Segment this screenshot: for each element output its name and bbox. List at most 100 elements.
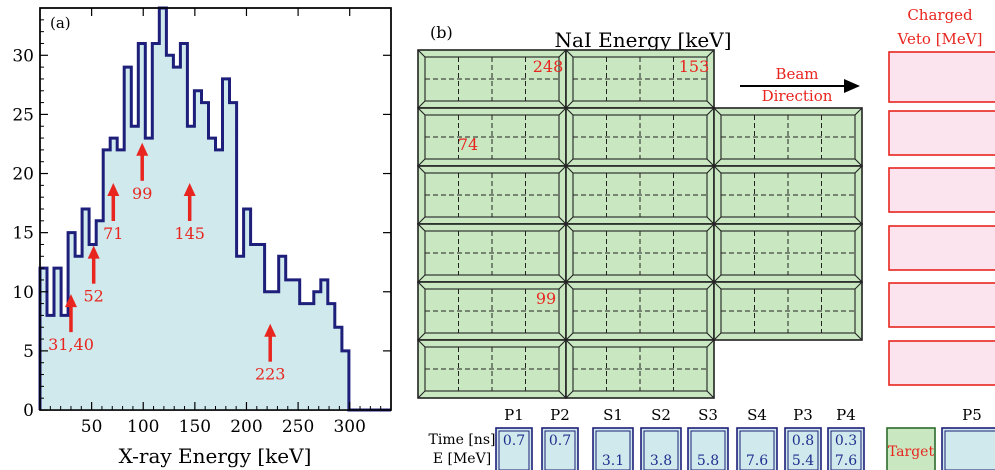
nai-crystal	[417, 165, 567, 225]
x-tick-label: 250	[282, 417, 314, 437]
y-tick-label: 5	[23, 342, 34, 362]
veto-paddle	[888, 225, 995, 271]
peak-label: 52	[84, 287, 104, 306]
detector-name: P5	[962, 406, 982, 424]
veto-paddle	[888, 340, 995, 386]
x-axis-ticks: 50 100 150 200 250 300	[49, 8, 382, 437]
nai-crystal	[417, 339, 567, 399]
detector-p2: P2 0.7	[541, 406, 579, 470]
x-tick-label: 150	[179, 417, 211, 437]
detector-box	[592, 427, 634, 470]
panel-a-label: (a)	[50, 14, 71, 32]
detector-box-inner	[690, 430, 726, 470]
detector-p1: P1 0.7	[495, 406, 533, 470]
detector-energy: 3.1	[602, 453, 624, 469]
detector-p4: P4 0.3 7.6	[827, 406, 865, 470]
detector-energy: 7.6	[746, 453, 768, 469]
detector-name: S1	[603, 406, 623, 424]
beam-arrow-icon	[844, 79, 860, 93]
detector-box	[784, 427, 822, 470]
nai-crystal	[713, 107, 863, 167]
detector-time: 0.3	[835, 433, 857, 449]
detector-energy: 5.4	[792, 453, 814, 469]
detector-s2: S2 3.8	[640, 406, 682, 470]
arrow-up-icon	[264, 323, 277, 337]
veto-paddle	[888, 167, 995, 213]
detector-box-inner	[544, 430, 576, 470]
detector-box-inner	[944, 430, 995, 470]
arrow-up-icon	[64, 294, 77, 308]
y-tick-label: 0	[23, 401, 34, 421]
peak-arrow: 223	[255, 323, 285, 384]
detector-energy: 3.8	[650, 453, 672, 469]
target-label: Target	[888, 444, 935, 460]
detector-box	[687, 427, 729, 470]
direction-label: Direction	[762, 87, 833, 105]
nai-crystal	[713, 281, 863, 341]
x-axis-label: X-ray Energy [keV]	[119, 444, 312, 468]
peak-annotations: 31,40 52 71 99 145 223	[48, 142, 285, 384]
panel-b-detector-diagram: (b) NaI Energy [keV] 248 153 74 99 Beam Dir…	[417, 6, 995, 470]
peak-arrow: 99	[132, 142, 152, 203]
peak-label: 71	[103, 224, 123, 243]
peak-arrow: 145	[174, 182, 205, 243]
detector-box	[640, 427, 682, 470]
detector-name: P3	[793, 406, 813, 424]
y-tick-label: 20	[12, 165, 34, 185]
veto-label-line1: Charged	[907, 6, 973, 24]
nai-crystal	[565, 49, 715, 109]
detector-p5: P5	[941, 406, 995, 470]
x-tick-label: 100	[127, 417, 159, 437]
arrow-up-icon	[183, 182, 196, 196]
nai-crystal	[565, 281, 715, 341]
detector-p3: P3 0.8 5.4	[784, 406, 822, 470]
nai-crystal	[417, 107, 567, 167]
nai-crystal	[565, 165, 715, 225]
y-tick-label: 30	[12, 46, 34, 66]
arrow-up-icon	[107, 182, 120, 196]
histogram-fill	[40, 8, 391, 410]
detector-box-inner	[595, 430, 631, 470]
nai-crystal	[713, 165, 863, 225]
arrow-up-icon	[87, 245, 100, 259]
peak-label: 31,40	[48, 335, 94, 354]
detector-energy: 5.8	[697, 453, 719, 469]
veto-paddle	[888, 110, 995, 156]
detector-time: 0.7	[503, 433, 525, 449]
detector-box	[736, 427, 778, 470]
detector-time: 0.7	[549, 433, 571, 449]
nai-crystal	[713, 223, 863, 283]
y-tick-label: 15	[12, 224, 34, 244]
arrow-up-icon	[136, 142, 149, 156]
peak-label: 145	[174, 224, 205, 243]
detector-box-inner	[643, 430, 679, 470]
detector-box	[541, 427, 579, 470]
panel-a-histogram: 0 5 10 15 20 25 30 50 100 150 200 250 300 31,40 52 71…	[12, 6, 392, 468]
energy-row-label: E [MeV]	[433, 451, 491, 467]
x-tick-label: 200	[230, 417, 262, 437]
nai-crystal-array: 248 153 74 99	[417, 49, 863, 399]
peak-arrow: 31,40	[48, 294, 94, 354]
y-axis-ticks: 0 5 10 15 20 25 30	[12, 19, 391, 421]
veto-paddle	[888, 51, 995, 103]
peak-arrow: 71	[103, 182, 123, 243]
target: Target	[886, 427, 936, 470]
panel-b-label: (b)	[430, 23, 453, 42]
detector-s1: S1 3.1	[592, 406, 634, 470]
veto-label-line2: Veto [MeV]	[897, 30, 983, 48]
detector-name: P1	[504, 406, 524, 424]
x-tick-label: 300	[333, 417, 365, 437]
nai-energy-value: 153	[679, 57, 710, 76]
detector-time: 0.8	[792, 433, 814, 449]
nai-crystal	[565, 339, 715, 399]
detector-box-inner	[787, 430, 819, 470]
peak-arrow: 52	[84, 245, 104, 306]
beam-label: Beam	[775, 65, 818, 83]
nai-crystal	[565, 223, 715, 283]
charged-veto-paddles	[888, 51, 995, 386]
detector-s3: S3 5.8	[687, 406, 729, 470]
y-tick-label: 10	[12, 283, 34, 303]
nai-crystal	[417, 223, 567, 283]
detector-energy: 7.6	[835, 453, 857, 469]
